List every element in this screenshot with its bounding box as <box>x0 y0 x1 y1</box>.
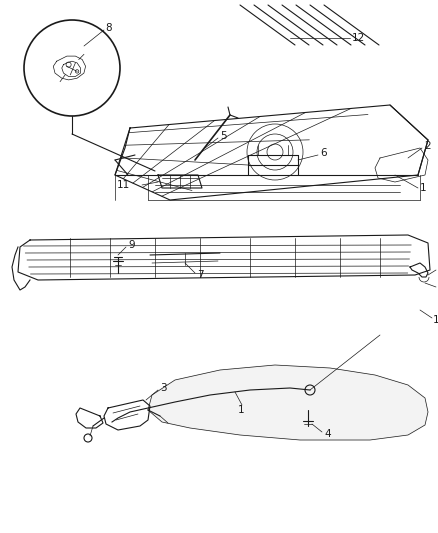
Text: 11: 11 <box>117 180 130 190</box>
Text: 7: 7 <box>197 270 204 280</box>
Text: 3: 3 <box>437 262 438 272</box>
Text: 1: 1 <box>420 183 427 193</box>
Text: 3: 3 <box>160 383 166 393</box>
Text: 10: 10 <box>437 284 438 294</box>
Text: 8: 8 <box>105 23 112 33</box>
Text: 5: 5 <box>220 131 226 141</box>
Text: 9: 9 <box>128 240 134 250</box>
Polygon shape <box>148 365 428 440</box>
Text: 2: 2 <box>424 141 431 151</box>
Text: 4: 4 <box>324 429 331 439</box>
Text: 6: 6 <box>320 148 327 158</box>
Text: 10: 10 <box>433 315 438 325</box>
Text: 1: 1 <box>238 405 245 415</box>
Text: 12: 12 <box>352 33 365 43</box>
